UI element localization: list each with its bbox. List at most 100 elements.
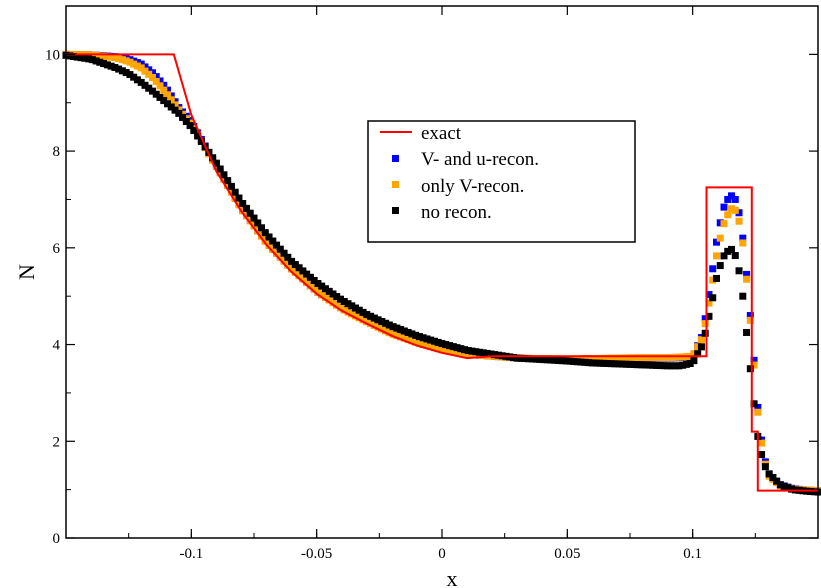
data-point xyxy=(318,282,326,290)
data-point xyxy=(592,359,600,367)
legend-swatch-v-and-u-recon xyxy=(392,155,399,162)
data-point xyxy=(374,316,382,324)
data-point xyxy=(645,354,653,362)
data-point xyxy=(446,347,454,355)
data-point xyxy=(810,488,818,496)
data-point xyxy=(479,349,487,357)
data-point xyxy=(712,274,720,282)
data-point xyxy=(720,203,728,211)
data-point xyxy=(724,211,732,219)
data-point xyxy=(141,63,149,71)
data-point xyxy=(310,285,318,293)
data-point xyxy=(705,299,713,307)
data-point xyxy=(306,282,314,290)
data-point xyxy=(423,342,431,350)
data-point xyxy=(656,354,664,362)
data-point xyxy=(348,310,356,318)
data-point xyxy=(370,314,378,322)
data-point xyxy=(103,61,111,69)
data-point xyxy=(494,351,502,359)
data-point xyxy=(310,277,318,285)
data-point xyxy=(547,356,555,364)
data-point xyxy=(743,275,751,283)
data-point xyxy=(724,195,732,203)
x-tick-label: 0.1 xyxy=(683,546,702,562)
data-point xyxy=(461,346,469,354)
data-point xyxy=(250,214,258,222)
data-point xyxy=(776,481,784,489)
data-point xyxy=(314,288,322,296)
data-point xyxy=(231,194,239,202)
data-point xyxy=(720,252,728,260)
data-point xyxy=(303,270,311,278)
data-point xyxy=(536,355,544,363)
data-point xyxy=(607,354,615,362)
data-point xyxy=(148,69,156,77)
data-point xyxy=(269,246,277,254)
data-point xyxy=(709,276,717,284)
data-point xyxy=(570,357,578,365)
data-point xyxy=(164,86,172,94)
data-point xyxy=(152,77,160,85)
data-point xyxy=(118,67,126,75)
data-point xyxy=(295,264,303,272)
data-point xyxy=(355,306,363,314)
data-point xyxy=(122,69,130,77)
data-point xyxy=(133,76,141,84)
data-point xyxy=(126,58,134,66)
data-point xyxy=(145,84,153,92)
data-point xyxy=(649,354,657,362)
data-point xyxy=(773,477,781,485)
data-point xyxy=(156,93,164,101)
data-point xyxy=(427,343,435,351)
data-point xyxy=(280,257,288,265)
data-point xyxy=(130,73,138,81)
data-point xyxy=(746,365,754,373)
data-point xyxy=(679,361,687,369)
data-point xyxy=(382,327,390,335)
data-point xyxy=(434,338,442,346)
data-point xyxy=(607,360,615,368)
data-point xyxy=(603,354,611,362)
data-point xyxy=(709,265,717,273)
data-point xyxy=(133,62,141,70)
data-point xyxy=(664,354,672,362)
data-point xyxy=(352,304,360,312)
data-point xyxy=(261,237,269,245)
data-point xyxy=(585,355,593,363)
data-point xyxy=(664,362,672,370)
data-point xyxy=(697,336,705,344)
data-point xyxy=(513,354,521,362)
data-point xyxy=(716,234,724,242)
data-point xyxy=(340,298,348,306)
data-point xyxy=(521,355,529,363)
data-point xyxy=(246,209,254,217)
data-point xyxy=(100,60,108,68)
data-point xyxy=(697,343,705,351)
data-point xyxy=(66,52,74,60)
data-point xyxy=(115,65,123,73)
data-point xyxy=(265,233,273,241)
data-point xyxy=(167,92,175,100)
data-point xyxy=(242,212,250,220)
data-point xyxy=(397,333,405,341)
data-point xyxy=(126,71,134,79)
data-point xyxy=(461,350,469,358)
data-point xyxy=(585,359,593,367)
data-point xyxy=(280,249,288,257)
data-point xyxy=(344,308,352,316)
data-point xyxy=(442,341,450,349)
data-point xyxy=(148,87,156,95)
data-point xyxy=(336,295,344,303)
data-point xyxy=(288,265,296,273)
data-point xyxy=(449,343,457,351)
data-point xyxy=(111,54,119,62)
data-point xyxy=(325,296,333,304)
data-point xyxy=(487,350,495,358)
data-point xyxy=(634,354,642,362)
y-tick-label: 0 xyxy=(53,531,61,547)
data-point xyxy=(464,347,472,355)
data-point xyxy=(555,356,563,364)
data-point xyxy=(336,304,344,312)
data-point xyxy=(615,360,623,368)
